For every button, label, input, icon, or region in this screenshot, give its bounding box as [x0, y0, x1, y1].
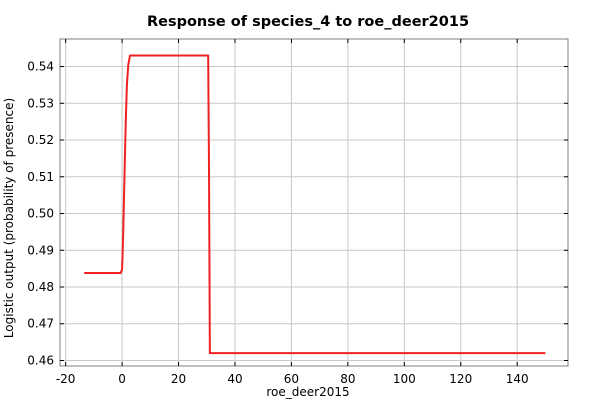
y-tick-label: 0.47: [27, 317, 54, 331]
y-tick-label: 0.48: [27, 280, 54, 294]
x-tick-label: 0: [118, 372, 126, 386]
y-tick-label: 0.53: [27, 96, 54, 110]
x-tick-label: 140: [506, 372, 529, 386]
x-tick-label: 20: [171, 372, 186, 386]
x-tick-label: 100: [393, 372, 416, 386]
y-axis-ticks: 0.46 0.47 0.48 0.49 0.50 0.51 0.52 0.53 0.54: [27, 60, 568, 367]
y-tick-label: 0.52: [27, 133, 54, 147]
y-tick-label: 0.49: [27, 243, 54, 257]
response-curve: [84, 54, 546, 355]
y-tick-label: 0.50: [27, 207, 54, 221]
x-axis-label: roe_deer2015: [266, 385, 349, 399]
plot-frame: [59, 38, 569, 367]
plot-area: [84, 54, 546, 355]
x-axis-ticks: -20 0 20 40 60 80 100 120 140: [56, 39, 529, 386]
grid-lines: [60, 39, 568, 366]
x-tick-label: -20: [56, 372, 76, 386]
y-tick-label: 0.46: [27, 353, 54, 367]
y-tick-label: 0.54: [27, 60, 54, 74]
chart-title: Response of species_4 to roe_deer2015: [147, 14, 469, 30]
x-tick-label: 40: [227, 372, 242, 386]
y-tick-label: 0.51: [27, 170, 54, 184]
x-tick-label: 60: [284, 372, 299, 386]
y-axis-label: Logistic output (probability of presence…: [2, 98, 16, 338]
x-tick-label: 120: [449, 372, 472, 386]
x-tick-label: 80: [340, 372, 355, 386]
